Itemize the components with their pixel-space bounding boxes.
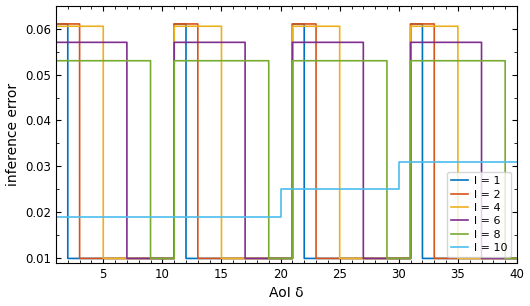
l = 8 bbox=[53, 59, 59, 62]
l = 8 bbox=[266, 59, 272, 62]
l = 8 bbox=[502, 257, 508, 260]
l = 1 bbox=[65, 257, 71, 260]
Line: l = 1: l = 1 bbox=[56, 24, 517, 259]
l = 6 bbox=[123, 40, 130, 44]
l = 4 bbox=[337, 24, 343, 28]
l = 4 bbox=[289, 24, 296, 28]
Line: l = 2: l = 2 bbox=[56, 24, 517, 259]
l = 6 bbox=[242, 40, 248, 44]
l = 6 bbox=[514, 257, 520, 260]
l = 1 bbox=[289, 22, 296, 26]
X-axis label: AoI δ: AoI δ bbox=[269, 286, 304, 300]
l = 2 bbox=[76, 257, 83, 260]
l = 2 bbox=[313, 257, 319, 260]
l = 1 bbox=[183, 22, 189, 26]
l = 8 bbox=[289, 257, 296, 260]
l = 2 bbox=[195, 257, 201, 260]
l = 4 bbox=[171, 24, 178, 28]
l = 1 bbox=[408, 257, 414, 260]
l = 6 bbox=[360, 257, 367, 260]
l = 4 bbox=[455, 24, 461, 28]
Line: l = 4: l = 4 bbox=[56, 26, 517, 259]
l = 2 bbox=[408, 22, 414, 26]
l = 2 bbox=[408, 257, 414, 260]
l = 6 bbox=[408, 257, 414, 260]
l = 8 bbox=[384, 59, 390, 62]
l = 2 bbox=[431, 22, 437, 26]
l = 10 bbox=[277, 188, 284, 191]
l = 1 bbox=[53, 22, 59, 26]
Line: l = 6: l = 6 bbox=[56, 42, 517, 259]
l = 4 bbox=[100, 257, 107, 260]
l = 1 bbox=[301, 22, 307, 26]
l = 2 bbox=[514, 257, 520, 260]
l = 2 bbox=[171, 257, 178, 260]
l = 10 bbox=[53, 215, 59, 219]
l = 4 bbox=[171, 257, 178, 260]
l = 2 bbox=[289, 257, 296, 260]
l = 10 bbox=[395, 188, 402, 191]
l = 1 bbox=[65, 22, 71, 26]
l = 6 bbox=[289, 40, 296, 44]
l = 1 bbox=[171, 257, 178, 260]
l = 8 bbox=[408, 59, 414, 62]
l = 8 bbox=[171, 59, 178, 62]
l = 6 bbox=[123, 257, 130, 260]
l = 4 bbox=[218, 257, 225, 260]
l = 2 bbox=[431, 257, 437, 260]
l = 8 bbox=[289, 59, 296, 62]
l = 2 bbox=[53, 22, 59, 26]
l = 2 bbox=[195, 22, 201, 26]
l = 6 bbox=[171, 257, 178, 260]
l = 10 bbox=[514, 160, 520, 164]
l = 1 bbox=[171, 22, 178, 26]
l = 4 bbox=[408, 24, 414, 28]
l = 6 bbox=[242, 257, 248, 260]
l = 6 bbox=[360, 40, 367, 44]
l = 8 bbox=[502, 59, 508, 62]
l = 2 bbox=[76, 22, 83, 26]
l = 10 bbox=[277, 215, 284, 219]
l = 4 bbox=[337, 257, 343, 260]
l = 4 bbox=[408, 257, 414, 260]
Legend: l = 1, l = 2, l = 4, l = 6, l = 8, l = 10: l = 1, l = 2, l = 4, l = 6, l = 8, l = 1… bbox=[447, 172, 511, 257]
l = 1 bbox=[408, 22, 414, 26]
l = 8 bbox=[147, 257, 154, 260]
Y-axis label: inference error: inference error bbox=[5, 83, 20, 186]
l = 6 bbox=[408, 40, 414, 44]
l = 4 bbox=[100, 24, 107, 28]
l = 8 bbox=[147, 59, 154, 62]
l = 1 bbox=[289, 257, 296, 260]
Line: l = 8: l = 8 bbox=[56, 61, 517, 259]
l = 4 bbox=[218, 24, 225, 28]
l = 2 bbox=[171, 22, 178, 26]
l = 8 bbox=[408, 257, 414, 260]
l = 8 bbox=[384, 257, 390, 260]
l = 8 bbox=[514, 257, 520, 260]
l = 6 bbox=[171, 40, 178, 44]
l = 1 bbox=[301, 257, 307, 260]
l = 8 bbox=[266, 257, 272, 260]
l = 6 bbox=[479, 40, 485, 44]
l = 1 bbox=[419, 22, 426, 26]
l = 6 bbox=[53, 40, 59, 44]
l = 1 bbox=[183, 257, 189, 260]
l = 2 bbox=[289, 22, 296, 26]
Line: l = 10: l = 10 bbox=[56, 162, 517, 217]
l = 2 bbox=[313, 22, 319, 26]
l = 4 bbox=[53, 24, 59, 28]
l = 4 bbox=[289, 257, 296, 260]
l = 4 bbox=[514, 257, 520, 260]
l = 1 bbox=[419, 257, 426, 260]
l = 6 bbox=[289, 257, 296, 260]
l = 6 bbox=[479, 257, 485, 260]
l = 8 bbox=[171, 257, 178, 260]
l = 4 bbox=[455, 257, 461, 260]
l = 10 bbox=[395, 160, 402, 164]
l = 1 bbox=[514, 257, 520, 260]
